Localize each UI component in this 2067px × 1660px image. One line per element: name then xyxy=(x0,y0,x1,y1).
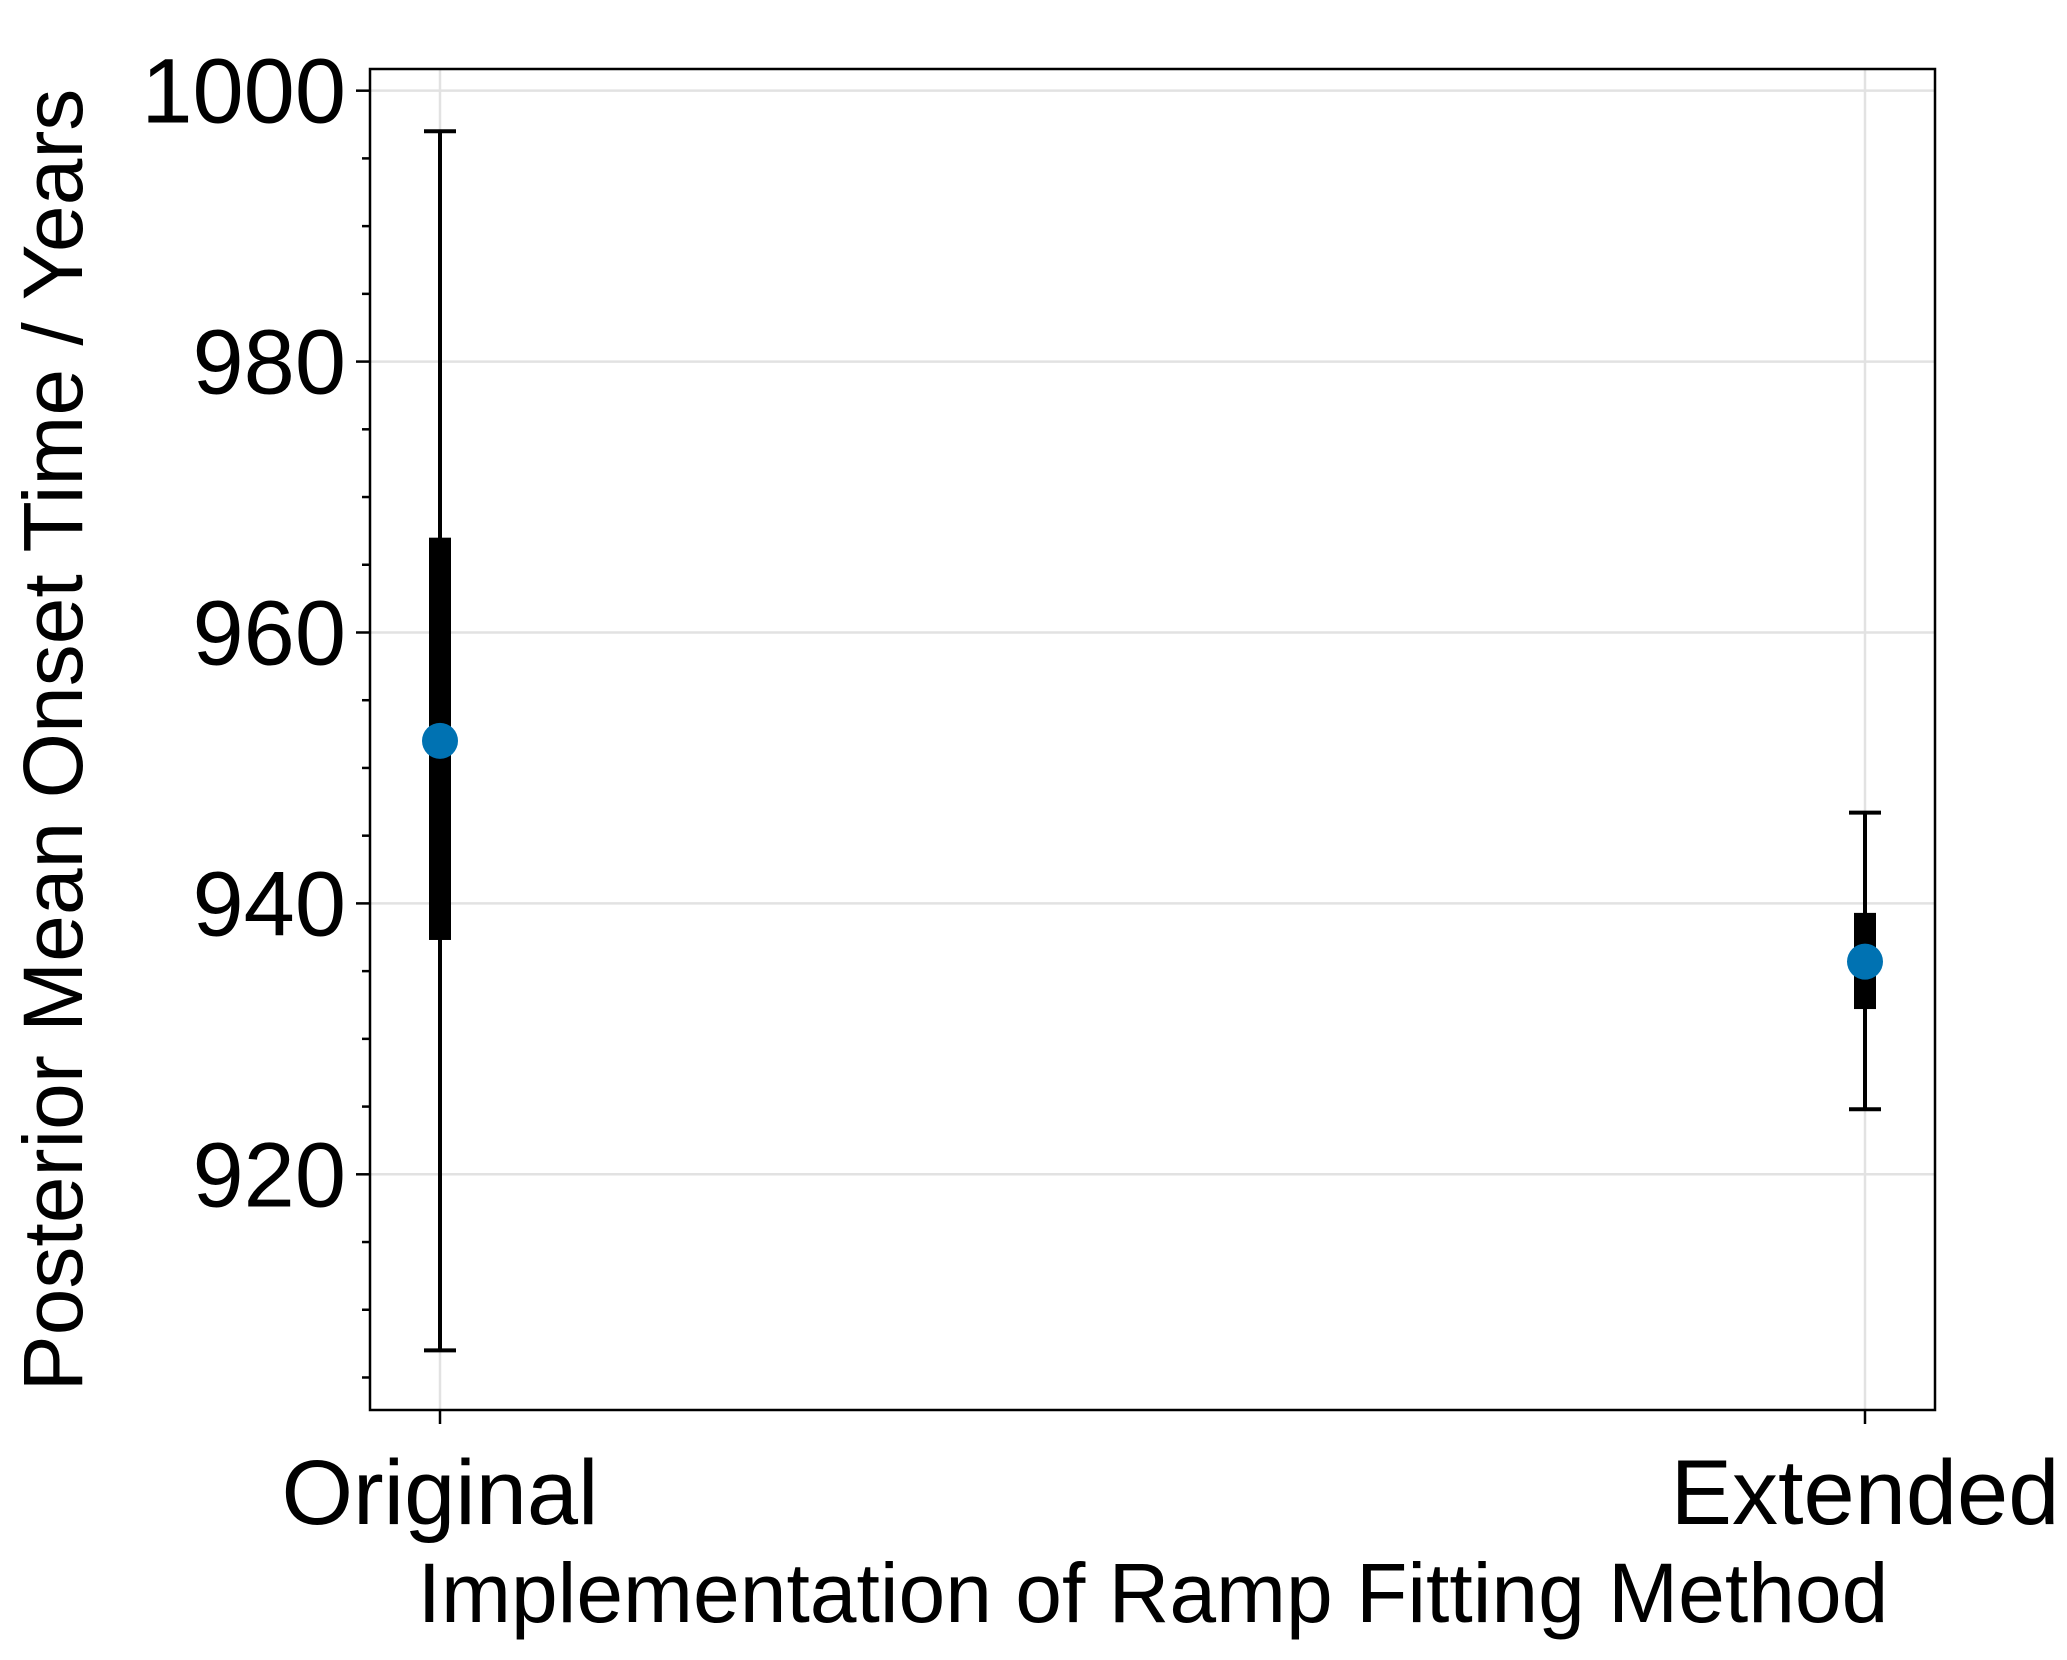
y-tick-label: 980 xyxy=(193,312,347,414)
y-axis-label: Posterior Mean Onset Time / Years xyxy=(6,89,100,1392)
x-tick-label: Extended xyxy=(1671,1442,2060,1544)
plot-frame xyxy=(368,67,1937,1412)
x-tick-label: Original xyxy=(281,1442,598,1544)
mean-point xyxy=(1847,943,1883,980)
mean-point xyxy=(422,722,458,759)
y-tick-label: 1000 xyxy=(141,41,346,143)
y-tick-label: 940 xyxy=(193,853,347,955)
x-axis-label: Implementation of Ramp Fitting Method xyxy=(418,1546,1889,1640)
y-tick-label: 920 xyxy=(193,1124,347,1226)
y-tick-label: 960 xyxy=(193,582,347,684)
